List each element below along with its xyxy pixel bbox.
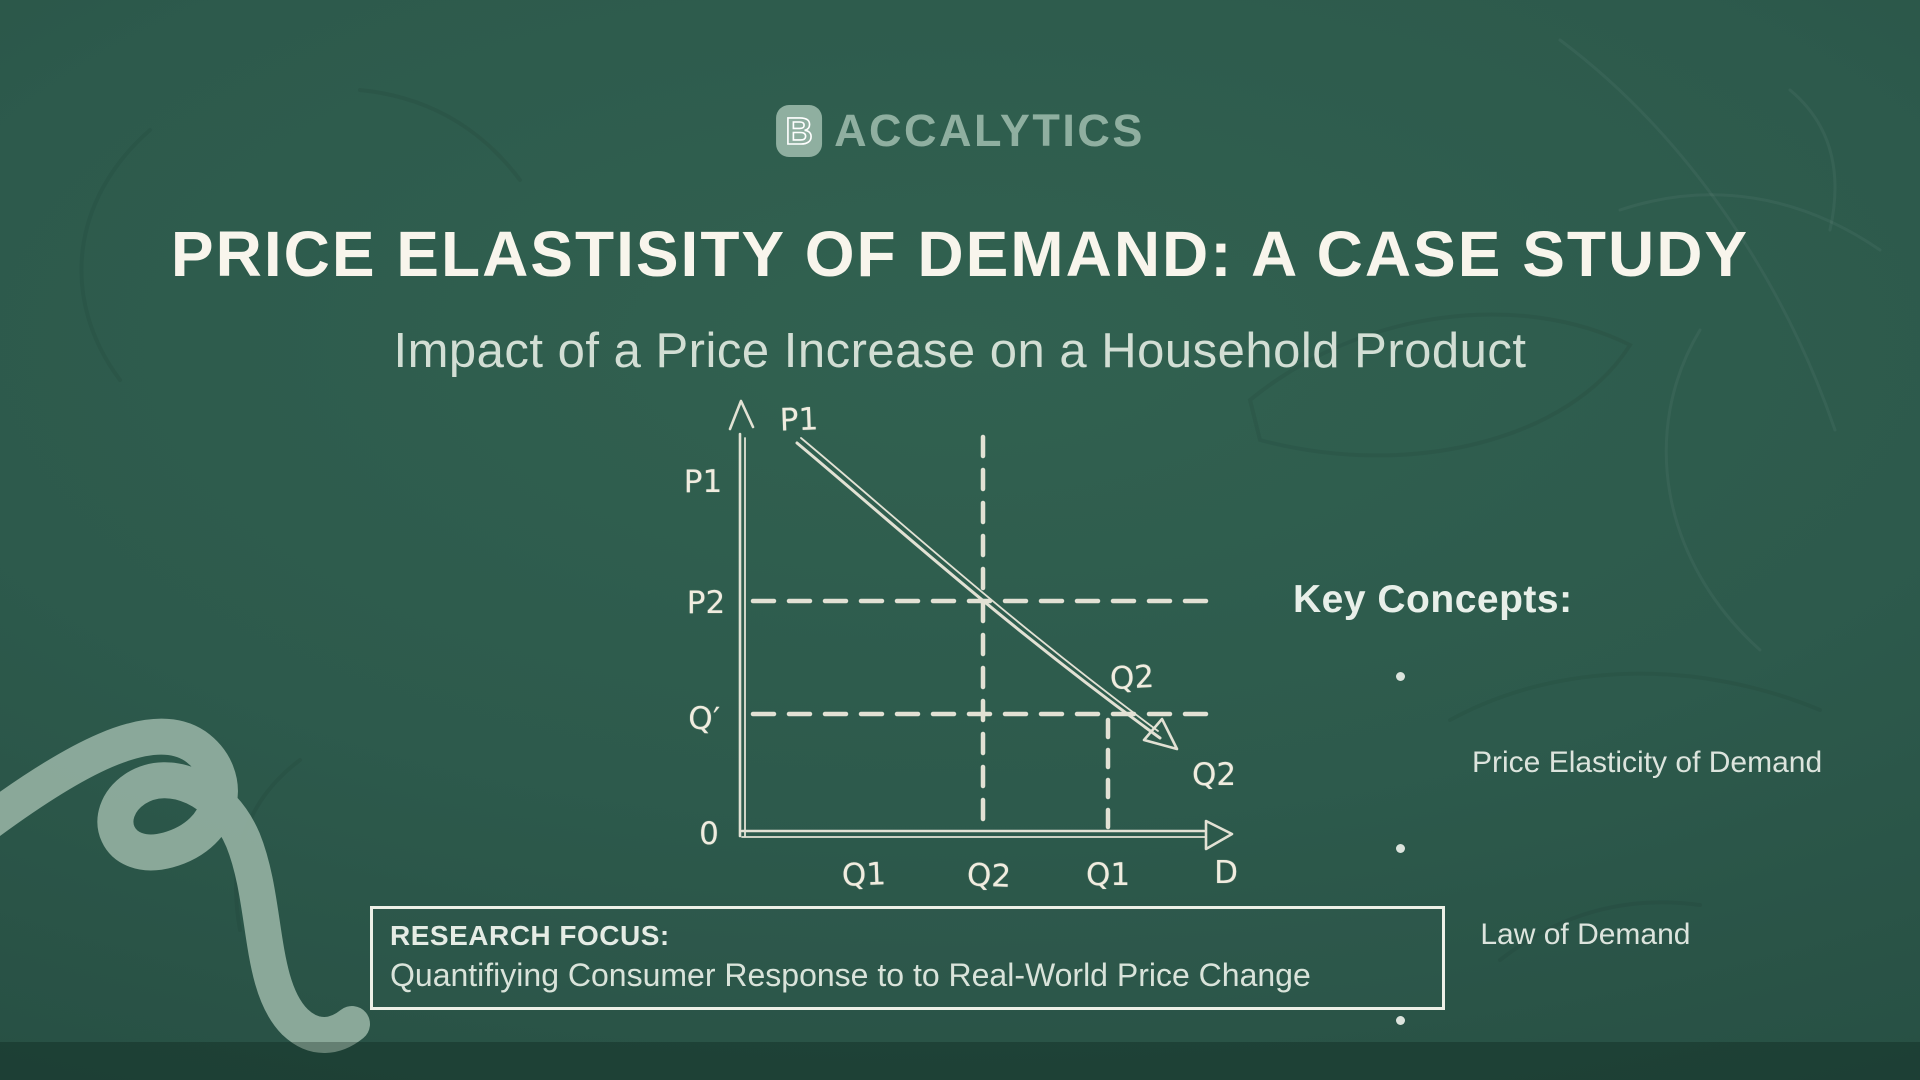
demand-curve [795, 441, 1162, 740]
y-axis-p2-label: P2 [686, 585, 726, 621]
x-axis-label-d: D [1214, 855, 1238, 891]
list-item-text: Law of Demand [1472, 918, 1691, 951]
page-subtitle: Impact of a Price Increase on a Househol… [393, 324, 1527, 378]
research-focus-heading: RESEARCH FOCUS: [390, 920, 670, 951]
list-item: Price Elasticity of Demand [1395, 655, 1822, 827]
x-axis-label-q1b: Q1 [1085, 857, 1131, 893]
curve-start-label: P1 [779, 401, 819, 439]
y-axis-arrowhead [728, 399, 755, 431]
key-concepts-heading: Key Concepts: [1293, 578, 1573, 621]
list-item-text: Price Elasticity of Demand [1472, 746, 1823, 779]
research-focus-box: RESEARCH FOCUS: Quantifiying Consumer Re… [370, 906, 1445, 1010]
demand-curve-2 [800, 437, 1159, 732]
list-item: Law of Demand [1395, 827, 1822, 999]
brand-logo: B ACCALYTICS [775, 104, 1145, 158]
key-concepts-list: Price Elasticity of Demand Law of Demand… [1395, 655, 1822, 1080]
page-title: PRICE ELASTISITY OF DEMAND: A CASE STUDY [170, 218, 1750, 290]
brand-icon-letter: B [785, 111, 812, 153]
bullet-dot [1396, 844, 1405, 853]
list-item: Consumer Behavior [1395, 999, 1822, 1080]
curve-mid-label: Q2 [1109, 658, 1155, 698]
curve-end-label: Q2 [1191, 757, 1237, 793]
brand-name: ACCALYTICS [834, 105, 1145, 156]
demand-curve-arrowhead [1142, 717, 1179, 751]
x-axis-arrowhead [1204, 819, 1234, 851]
bottom-shadow-band [0, 1042, 1920, 1080]
x-axis-label-q2: Q2 [966, 857, 1012, 895]
brand-icon: B [776, 105, 823, 157]
research-focus-body: Quantifiying Consumer Response to to Rea… [390, 957, 1311, 993]
y-axis-p1-label: P1 [683, 464, 723, 500]
bullet-dot [1396, 672, 1405, 681]
x-axis-label-q1: Q1 [841, 856, 887, 894]
y-axis-q-label: Q′ [687, 700, 721, 738]
origin-label: 0 [699, 816, 719, 852]
bullet-dot [1396, 1016, 1405, 1025]
